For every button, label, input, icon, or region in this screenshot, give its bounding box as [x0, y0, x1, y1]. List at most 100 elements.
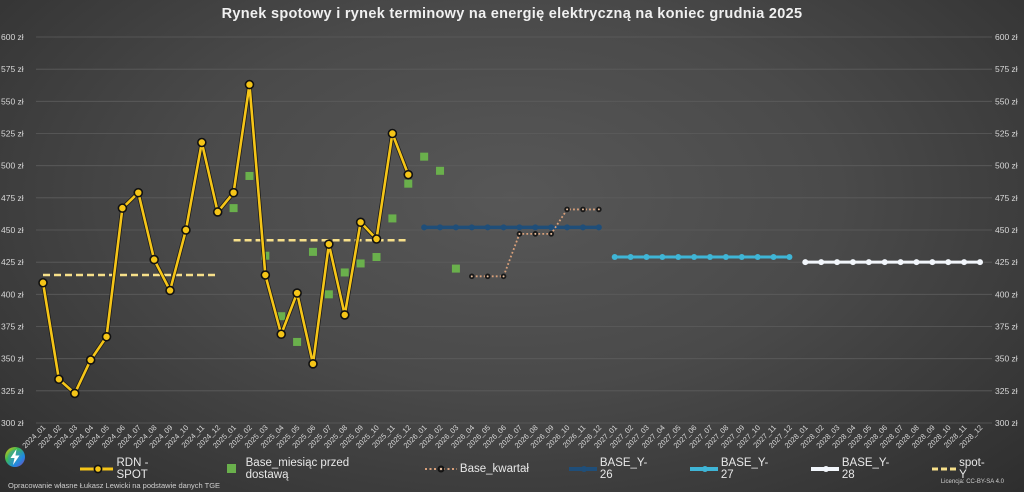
- base-quarter-line: [471, 208, 599, 278]
- lightning-bolt-icon: [4, 446, 26, 468]
- legend-item-spot-y[interactable]: spot-Y: [931, 457, 990, 481]
- base-year-marker: [516, 224, 523, 231]
- y-tick-label-left: 400 zł: [1, 289, 24, 299]
- y-tick-label-right: 450 zł: [995, 225, 1018, 235]
- rdn-spot-marker: [260, 270, 271, 280]
- rdn-spot-marker: [69, 388, 80, 399]
- base-month-marker: [436, 166, 445, 175]
- y-tick-label-left: 575 zł: [1, 64, 24, 74]
- legend-item-base-quarter[interactable]: Base_kwartał: [424, 463, 529, 475]
- base-quarter-marker-dot: [597, 208, 600, 211]
- base-quarter-marker-dot: [486, 275, 489, 278]
- rdn-spot-marker: [403, 169, 414, 180]
- line-marker-icon: [689, 466, 718, 472]
- y-tick-label-left: 425 zł: [1, 257, 24, 267]
- y-tick-label-left: 300 zł: [1, 418, 24, 428]
- legend-label: RDN - SPOT: [116, 457, 149, 481]
- base-quarter-marker-dot: [518, 232, 521, 235]
- rdn-spot-marker: [133, 187, 144, 198]
- base-year-marker: [881, 259, 888, 266]
- legend-label: BASE_Y-28: [841, 457, 890, 481]
- legend-item-base-month[interactable]: Base_miesiąc przed dostawą: [220, 457, 385, 481]
- base-year-marker: [643, 254, 650, 261]
- y-tick-label-right: 475 zł: [995, 193, 1018, 203]
- y-tick-label-right: 400 zł: [995, 289, 1018, 299]
- rdn-spot-marker: [101, 331, 112, 342]
- base-year-marker: [659, 254, 666, 261]
- base-quarter-marker-dot: [581, 208, 584, 211]
- base-year-marker: [691, 254, 698, 261]
- y-tick-label-left: 325 zł: [1, 386, 24, 396]
- base-month-marker: [340, 268, 349, 277]
- base-year-marker: [484, 224, 491, 231]
- base-year-marker: [437, 224, 444, 231]
- rdn-spot-marker: [228, 187, 239, 198]
- base-month-marker: [356, 259, 365, 268]
- base-month-marker: [451, 264, 460, 273]
- base-year-marker: [468, 224, 475, 231]
- base-year-marker: [977, 259, 983, 266]
- base-month-marker: [229, 204, 238, 213]
- base-year-marker: [738, 254, 745, 261]
- base-quarter-marker-dot: [470, 275, 473, 278]
- y-tick-label-right: 350 zł: [995, 354, 1018, 364]
- base-month-marker: [277, 312, 286, 321]
- rdn-spot-marker: [85, 355, 96, 365]
- base-year-marker: [802, 259, 809, 266]
- line-marker-icon: [810, 466, 839, 472]
- base-year-marker: [564, 224, 571, 231]
- base-year-marker: [913, 259, 920, 266]
- base-year-marker: [897, 259, 904, 266]
- legend-item-base-y27[interactable]: BASE_Y-27: [689, 457, 777, 481]
- y-tick-label-right: 425 zł: [995, 257, 1018, 267]
- y-tick-label-right: 300 zł: [995, 418, 1018, 428]
- plot-area: 300 zł 300 zł 325 zł 325 zł 350 zł 350 zł 375 …: [1, 32, 1018, 450]
- dashed-line-icon: [931, 467, 957, 471]
- y-tick-label-left: 550 zł: [1, 96, 24, 106]
- legend-label: Base_miesiąc przed dostawą: [245, 457, 350, 481]
- dotted-marker-icon: [424, 465, 457, 473]
- y-tick-label-right: 325 zł: [995, 386, 1018, 396]
- base-month-marker: [308, 247, 317, 256]
- legend-label: spot-Y: [959, 457, 985, 481]
- legend-item-base-y26[interactable]: BASE_Y-26: [568, 457, 656, 481]
- rdn-spot-marker: [276, 329, 287, 340]
- y-tick-label-left: 500 zł: [1, 161, 24, 171]
- base-quarter-marker-dot: [566, 208, 569, 211]
- square-marker-icon: [227, 464, 237, 473]
- base-month-marker: [245, 171, 254, 180]
- base-quarter-marker-dot: [534, 232, 537, 235]
- legend-item-rdn-spot[interactable]: RDN - SPOT: [80, 457, 178, 481]
- base-year-marker: [627, 254, 634, 261]
- base-year-marker: [452, 224, 459, 231]
- base-year-marker: [834, 259, 841, 266]
- y-tick-label-right: 550 zł: [995, 96, 1018, 106]
- base-year-marker: [722, 254, 729, 261]
- chart-legend: RDN - SPOT Base_miesiąc przed dostawą Ba…: [80, 457, 1024, 481]
- source-note: Opracowanie własne Łukasz Lewicki na pod…: [8, 481, 221, 490]
- base-year-marker: [675, 254, 682, 261]
- rdn-spot-marker: [149, 254, 159, 265]
- legend-label: BASE_Y-27: [720, 457, 769, 481]
- y-tick-label-left: 450 zł: [1, 225, 24, 235]
- rdn-spot-line-outline: [40, 82, 411, 396]
- base-year-marker: [770, 254, 777, 261]
- base-year-marker: [421, 224, 428, 231]
- base-year-marker: [929, 259, 936, 266]
- base-quarter-marker-dot: [502, 275, 505, 278]
- base-year-marker: [532, 224, 539, 231]
- rdn-spot-marker: [181, 225, 191, 235]
- y-tick-label-left: 475 zł: [1, 193, 24, 203]
- rdn-spot-marker: [54, 374, 64, 385]
- rdn-spot-marker: [292, 288, 302, 298]
- base-year-marker: [818, 259, 825, 266]
- rdn-spot-marker: [38, 277, 48, 288]
- legend-label: BASE_Y-26: [599, 457, 648, 481]
- y-tick-label-right: 600 zł: [995, 32, 1018, 42]
- base-year-marker: [707, 254, 714, 261]
- y-tick-label-right: 575 zł: [995, 64, 1018, 74]
- base-year-marker: [945, 259, 952, 266]
- legend-item-base-y28[interactable]: BASE_Y-28: [810, 457, 898, 481]
- rdn-spot-marker: [212, 207, 223, 217]
